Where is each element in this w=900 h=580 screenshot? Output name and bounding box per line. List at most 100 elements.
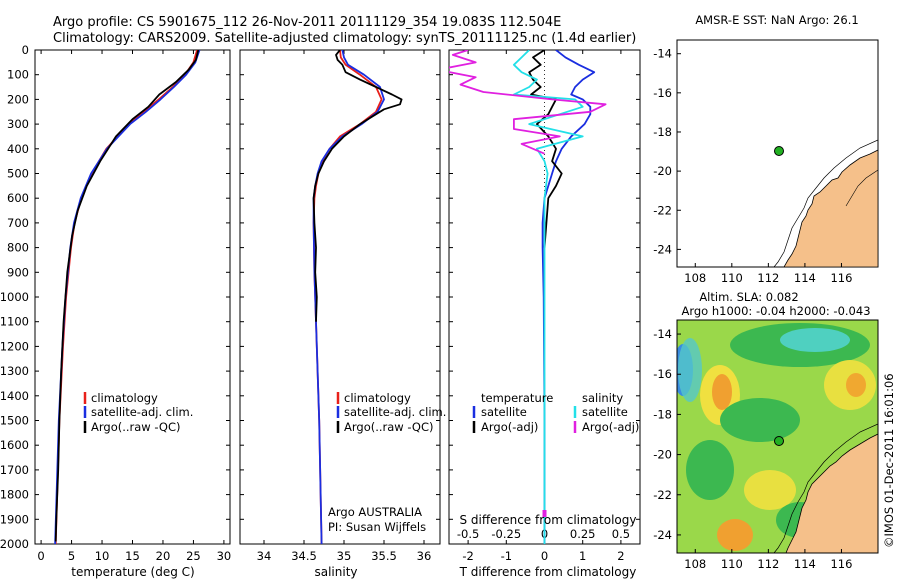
x-tick-label: 2 — [617, 549, 624, 563]
sla-map: Altim. SLA: 0.082 Argo h1000: -0.04 h200… — [653, 290, 879, 571]
depth-tick-label: 1500 — [0, 414, 29, 428]
salinity-depth-ticks — [240, 49, 440, 545]
sla-map-argo-marker — [774, 436, 784, 446]
map-y-tick-label: -22 — [653, 488, 672, 502]
x-tick-label: 34 — [257, 549, 272, 563]
legend-title-temperature: temperature — [481, 391, 553, 405]
x-tick-label: -2 — [462, 549, 473, 563]
depth-tick-label: 1700 — [0, 463, 29, 477]
sla-blob-green-3 — [686, 440, 734, 500]
temperature-panel: 0100200300400500600700800900100011001200… — [0, 43, 231, 579]
sst-map-contour-2 — [845, 169, 878, 207]
difference-x-axis: -2 -1 0 1 2-0.5 -0.25 0 0.25 0.5 — [457, 50, 630, 563]
depth-tick-label: 100 — [7, 68, 29, 82]
x-tick-label-top: 0.5 — [612, 527, 630, 541]
map-x-tick-label: 114 — [794, 271, 816, 285]
legend-label-s-argo: Argo(-adj) — [582, 420, 639, 434]
legend-label-t-satellite: satellite — [481, 405, 527, 419]
title-line-1: Argo profile: CS 5901675_112 26-Nov-2011… — [53, 15, 561, 30]
argo-bottom-marker — [542, 510, 547, 517]
legend-label-t-argo: Argo(-adj) — [481, 420, 538, 434]
x-tick-label: 35 — [337, 549, 352, 563]
sst-map-land — [783, 149, 878, 267]
map-y-tick-label: -20 — [653, 164, 672, 178]
x-tick-label: 20 — [156, 549, 171, 563]
x-tick-label: -1 — [501, 549, 512, 563]
series-line-1 — [528, 50, 563, 248]
sla-map-contour — [773, 423, 878, 553]
x-tick-label-top: 0.25 — [570, 527, 596, 541]
legend-label-satellite: satellite-adj. clim. — [344, 405, 446, 419]
x-tick-label: 0 — [37, 549, 44, 563]
x-tick-label: 5 — [68, 549, 75, 563]
depth-tick-label: 1300 — [0, 364, 29, 378]
x-tick-label: 10 — [95, 549, 110, 563]
title-line-2: Climatology: CARS2009. Satellite-adjuste… — [53, 31, 636, 46]
salinity-axes — [239, 49, 441, 545]
sla-map-ticks: 108 110 112 114 116 -14 -16 -18 -20 -22 -24 — [653, 327, 852, 571]
map-x-tick-label: 108 — [684, 557, 706, 571]
x-tick-label: 36 — [417, 549, 432, 563]
salinity-legend: climatology satellite-adj. clim. Argo(..… — [336, 391, 446, 434]
map-x-tick-label: 112 — [757, 271, 779, 285]
difference-xlabel-top: S difference from climatology — [460, 513, 637, 527]
map-y-tick-label: -24 — [653, 528, 672, 542]
map-x-tick-label: 108 — [684, 271, 706, 285]
series-line-2 — [54, 50, 200, 542]
salinity-x-axis: 34 34.5 35 35.5 36 — [257, 50, 432, 563]
sst-map-argo-marker — [774, 146, 784, 156]
map-y-tick-label: -18 — [653, 125, 672, 139]
depth-tick-label: 2000 — [0, 537, 29, 551]
x-tick-label: 35.5 — [371, 549, 397, 563]
legend-label-climatology: climatology — [91, 391, 158, 405]
map-x-tick-label: 112 — [757, 557, 779, 571]
map-y-tick-label: -22 — [653, 203, 672, 217]
difference-depth-ticks — [449, 49, 640, 545]
salinity-series — [312, 50, 403, 544]
sst-map-ticks: 108 110 112 114 116 -14 -16 -18 -20 -22 -24 — [653, 47, 852, 285]
map-x-tick-label: 110 — [721, 271, 743, 285]
x-tick-label: 15 — [125, 549, 140, 563]
map-y-tick-label: -14 — [653, 327, 672, 341]
depth-tick-label: 400 — [7, 142, 29, 156]
x-tick-label: 30 — [217, 549, 232, 563]
depth-tick-label: 1800 — [0, 488, 29, 502]
difference-panel: -2 -1 0 1 2-0.5 -0.25 0 0.25 0.5 S difference fr… — [448, 49, 641, 579]
salinity-panel: 34 34.5 35 35.5 36 salinity climatology sate… — [239, 49, 446, 579]
series-line-3 — [449, 50, 607, 155]
sla-map-land — [785, 433, 878, 553]
sla-blob-green-2 — [720, 398, 800, 442]
sla-map-axes — [676, 319, 879, 554]
legend-title-salinity: salinity — [582, 391, 623, 405]
sst-map: AMSR-E SST: NaN Argo: 26.1 108 110 112 114 1… — [653, 13, 879, 285]
depth-tick-label: 500 — [7, 167, 29, 181]
temperature-x-axis: 0 5 10 15 20 25 30 — [37, 50, 231, 563]
x-tick-label-top: -0.25 — [491, 527, 521, 541]
depth-tick-label: 1200 — [0, 339, 29, 353]
temperature-series — [54, 50, 201, 544]
map-x-tick-label: 114 — [794, 557, 816, 571]
salinity-xlabel: salinity — [314, 565, 357, 579]
x-tick-label-top: -0.5 — [457, 527, 479, 541]
depth-tick-label: 1600 — [0, 438, 29, 452]
sla-blob-yellow-3 — [744, 470, 796, 510]
map-y-tick-label: -16 — [653, 367, 672, 381]
depth-tick-label: 300 — [7, 117, 29, 131]
temperature-axes — [34, 49, 231, 545]
map-y-tick-label: -14 — [653, 47, 672, 61]
legend-label-satellite: satellite-adj. clim. — [91, 405, 193, 419]
sla-blob-cyan — [780, 328, 850, 352]
sla-map-title-2: Argo h1000: -0.04 h2000: -0.043 — [681, 304, 870, 318]
sst-map-contour — [773, 139, 878, 267]
x-tick-label: 0 — [541, 549, 548, 563]
sla-map-title-1: Altim. SLA: 0.082 — [699, 290, 798, 304]
sla-blob-cyan-left — [678, 338, 702, 402]
depth-tick-label: 800 — [7, 241, 29, 255]
depth-tick-label: 200 — [7, 92, 29, 106]
annotation-pi: PI: Susan Wijffels — [328, 520, 426, 534]
series-line-0 — [541, 50, 596, 544]
sla-blob-orange-2 — [846, 373, 866, 397]
legend-label-s-satellite: satellite — [582, 405, 628, 419]
depth-axis: 0 100 200 300 400 500 600 700 800 900 1000 1100 1200… — [0, 43, 230, 551]
depth-tick-label: 1900 — [0, 512, 29, 526]
